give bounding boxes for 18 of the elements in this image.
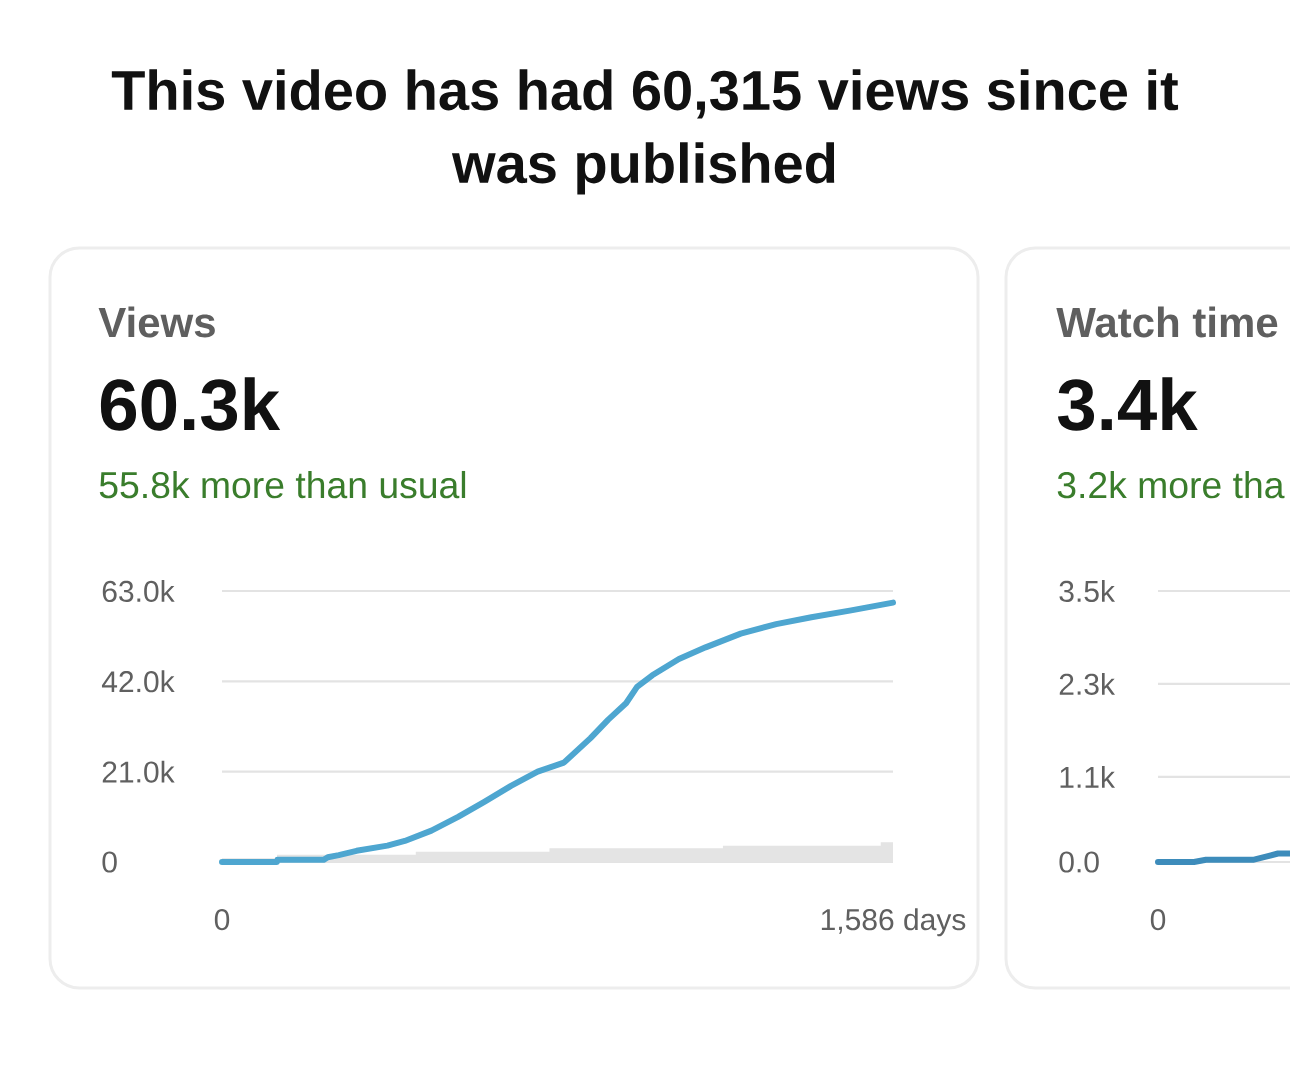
chart-title: Watch time bbox=[1056, 306, 1278, 338]
y-tick-label: 3.5k bbox=[1059, 579, 1116, 603]
y-tick-label: 2.3k bbox=[1059, 672, 1116, 695]
chart-title: Views bbox=[98, 306, 215, 338]
x-tick-label: 1,586 days bbox=[821, 908, 966, 937]
y-tick-label: 21.0k bbox=[102, 760, 175, 783]
chart-subtitle: 3.4k bbox=[1057, 377, 1198, 431]
x-tick-label: 0 bbox=[1150, 909, 1166, 931]
y-tick-label: 0.0 bbox=[1059, 851, 1099, 873]
chart-subtitle: 60.3k bbox=[100, 377, 281, 431]
y-tick-label: 1.1k bbox=[1060, 765, 1116, 788]
text: This video has had 60,315 views since it was published bbox=[111, 69, 1179, 195]
text: 55.8k more than usual bbox=[99, 470, 466, 499]
text: 3.2k more tha bbox=[1057, 470, 1285, 499]
y-tick-label: 42.0k bbox=[101, 670, 175, 693]
x-tick-label: 0 bbox=[214, 909, 230, 931]
y-tick-label: 63.0k bbox=[102, 579, 175, 603]
y-tick-label: 0 bbox=[102, 851, 117, 873]
